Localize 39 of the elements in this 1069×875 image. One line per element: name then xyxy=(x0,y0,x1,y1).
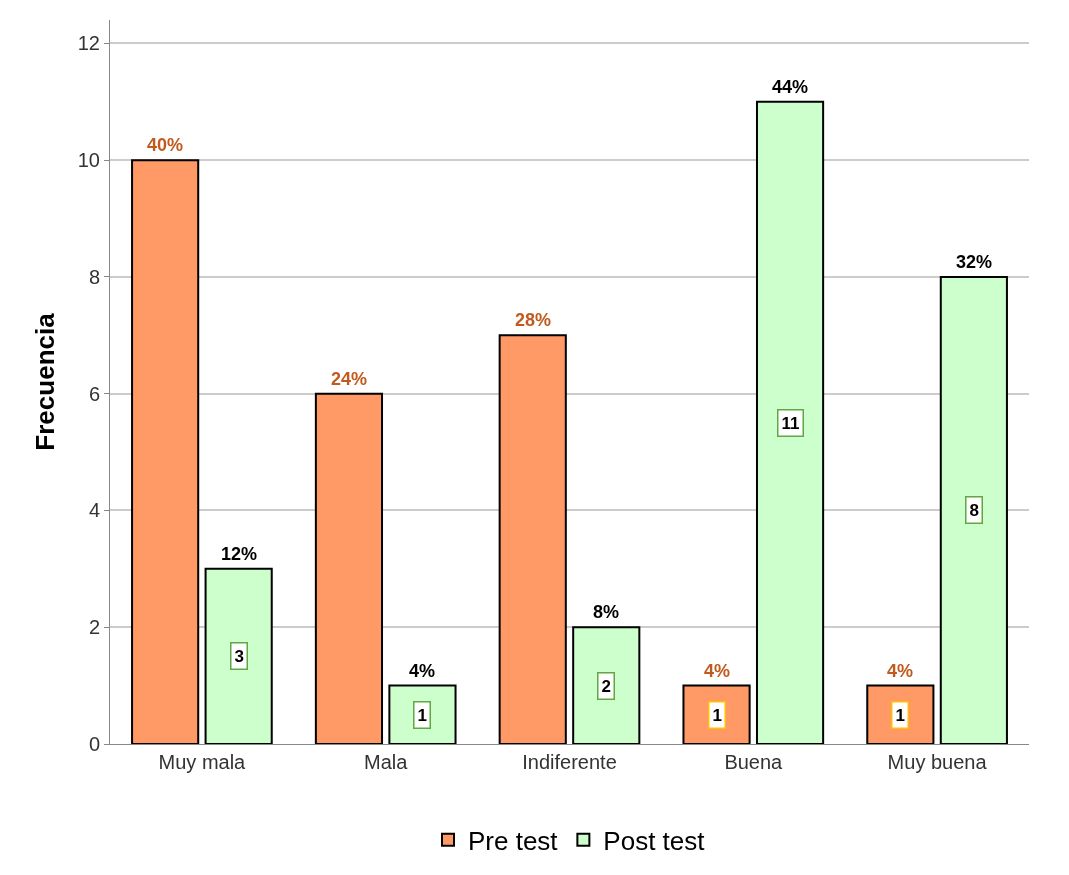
annotation: 32% xyxy=(956,252,993,272)
bar xyxy=(131,159,200,744)
annotation: 4% xyxy=(704,661,731,681)
bar xyxy=(204,567,273,744)
annotation: 40% xyxy=(147,135,184,155)
y-tick-label: 2 xyxy=(88,616,100,639)
y-tick-label: 0 xyxy=(88,733,100,755)
y-tick-label: 6 xyxy=(88,382,100,405)
x-tick-label: Mala xyxy=(364,751,409,773)
bar xyxy=(498,334,567,744)
data-label: 11 xyxy=(781,413,800,433)
legend-label: Pre test xyxy=(468,825,559,856)
data-label: 1 xyxy=(712,705,722,725)
annotation: 24% xyxy=(331,369,368,389)
bar xyxy=(939,275,1008,744)
data-label: 1 xyxy=(895,705,905,725)
data-label: 1 xyxy=(417,705,427,725)
bar xyxy=(314,392,384,744)
data-label: 8 xyxy=(969,500,979,520)
y-tick-label: 10 xyxy=(77,149,100,172)
bar xyxy=(572,626,641,744)
annotation: 4% xyxy=(409,661,436,681)
annotation: 8% xyxy=(593,602,620,622)
data-label: 3 xyxy=(234,646,244,666)
annotation: 28% xyxy=(515,310,552,330)
y-tick-label: 8 xyxy=(88,265,100,288)
x-tick-label: Muy buena xyxy=(887,751,988,773)
x-tick-label: Muy mala xyxy=(158,751,247,773)
x-tick-label: Buena xyxy=(724,751,784,773)
y-axis-title: Frecuencia xyxy=(30,312,61,451)
bar xyxy=(755,100,825,744)
data-label: 2 xyxy=(601,676,611,696)
annotation: 12% xyxy=(221,544,258,564)
x-tick-label: Indiferente xyxy=(522,751,617,773)
y-tick-label: 12 xyxy=(77,32,100,55)
annotation: 4% xyxy=(887,661,914,681)
y-tick-label: 4 xyxy=(88,499,100,522)
legend-label: Post test xyxy=(603,825,706,856)
annotation: 44% xyxy=(772,77,809,97)
